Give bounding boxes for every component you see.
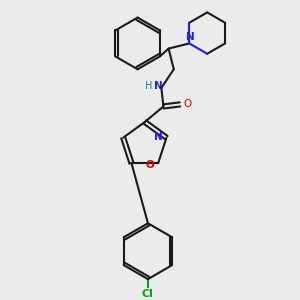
Text: N: N <box>154 132 163 142</box>
Text: Cl: Cl <box>142 289 154 298</box>
Text: H: H <box>145 81 153 91</box>
Text: O: O <box>183 99 191 110</box>
Text: N: N <box>154 81 163 91</box>
Text: O: O <box>146 160 154 170</box>
Text: N: N <box>186 32 195 42</box>
